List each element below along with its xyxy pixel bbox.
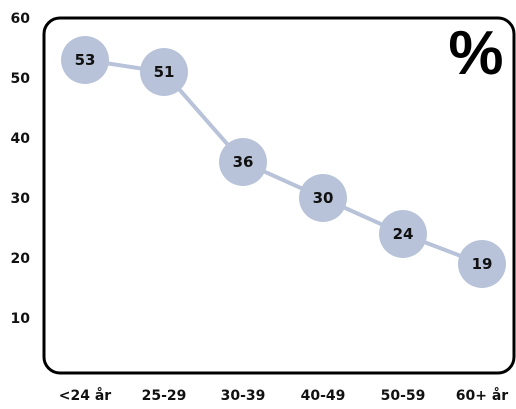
y-tick-label: 40 bbox=[11, 131, 31, 147]
data-point bbox=[140, 48, 188, 96]
y-tick-label: 20 bbox=[11, 251, 31, 267]
data-label: 51 bbox=[154, 63, 175, 81]
data-points bbox=[61, 36, 506, 288]
plot-frame bbox=[42, 16, 516, 375]
unit-label: % bbox=[448, 19, 503, 88]
x-tick-label: 40-49 bbox=[301, 388, 346, 404]
x-axis-ticks: <24 år 25-29 30-39 40-49 50-59 60+ år bbox=[59, 387, 509, 404]
data-point bbox=[299, 174, 347, 222]
x-tick-label: 30-39 bbox=[221, 388, 266, 404]
x-tick-label: 25-29 bbox=[142, 388, 187, 404]
data-label: 30 bbox=[313, 189, 334, 207]
data-point bbox=[219, 138, 267, 186]
y-tick-label: 30 bbox=[11, 191, 31, 207]
y-tick-label: 60 bbox=[11, 11, 31, 27]
data-point bbox=[379, 210, 427, 258]
data-point bbox=[458, 240, 506, 288]
y-axis-ticks: 10 20 30 40 50 60 bbox=[11, 11, 31, 327]
data-labels: 53 51 36 30 24 19 bbox=[75, 51, 493, 273]
data-label: 24 bbox=[393, 225, 414, 243]
data-label: 36 bbox=[233, 153, 254, 171]
x-tick-label: <24 år bbox=[59, 387, 112, 404]
data-label: 19 bbox=[472, 255, 493, 273]
data-label: 53 bbox=[75, 51, 96, 69]
y-tick-label: 10 bbox=[11, 311, 31, 327]
x-tick-label: 60+ år bbox=[456, 387, 509, 404]
x-tick-label: 50-59 bbox=[381, 388, 426, 404]
y-tick-label: 50 bbox=[11, 71, 31, 87]
data-point bbox=[61, 36, 109, 84]
